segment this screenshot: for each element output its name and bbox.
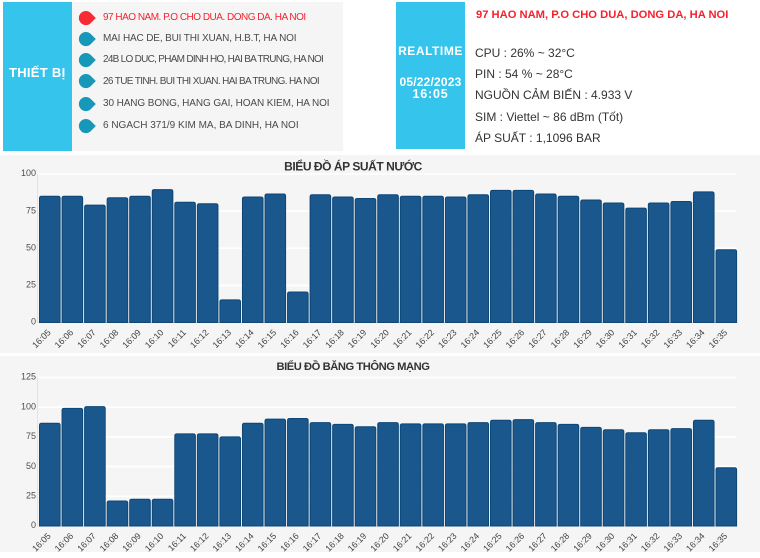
svg-text:25: 25 xyxy=(26,491,36,501)
svg-text:BIỂU ĐỒ ÁP SUẤT NƯỚC: BIỂU ĐỒ ÁP SUẤT NƯỚC xyxy=(284,159,422,174)
svg-text:50: 50 xyxy=(26,243,36,253)
svg-text:0: 0 xyxy=(31,520,36,530)
svg-text:25: 25 xyxy=(26,280,36,290)
svg-text:100: 100 xyxy=(21,168,36,178)
svg-text:75: 75 xyxy=(26,431,36,441)
svg-text:BIỂU ĐỒ BĂNG THÔNG MẠNG: BIỂU ĐỒ BĂNG THÔNG MẠNG xyxy=(276,360,430,373)
svg-text:125: 125 xyxy=(21,372,36,382)
svg-text:100: 100 xyxy=(21,401,36,411)
svg-text:0: 0 xyxy=(31,317,36,327)
svg-text:50: 50 xyxy=(26,461,36,471)
svg-text:75: 75 xyxy=(26,205,36,215)
